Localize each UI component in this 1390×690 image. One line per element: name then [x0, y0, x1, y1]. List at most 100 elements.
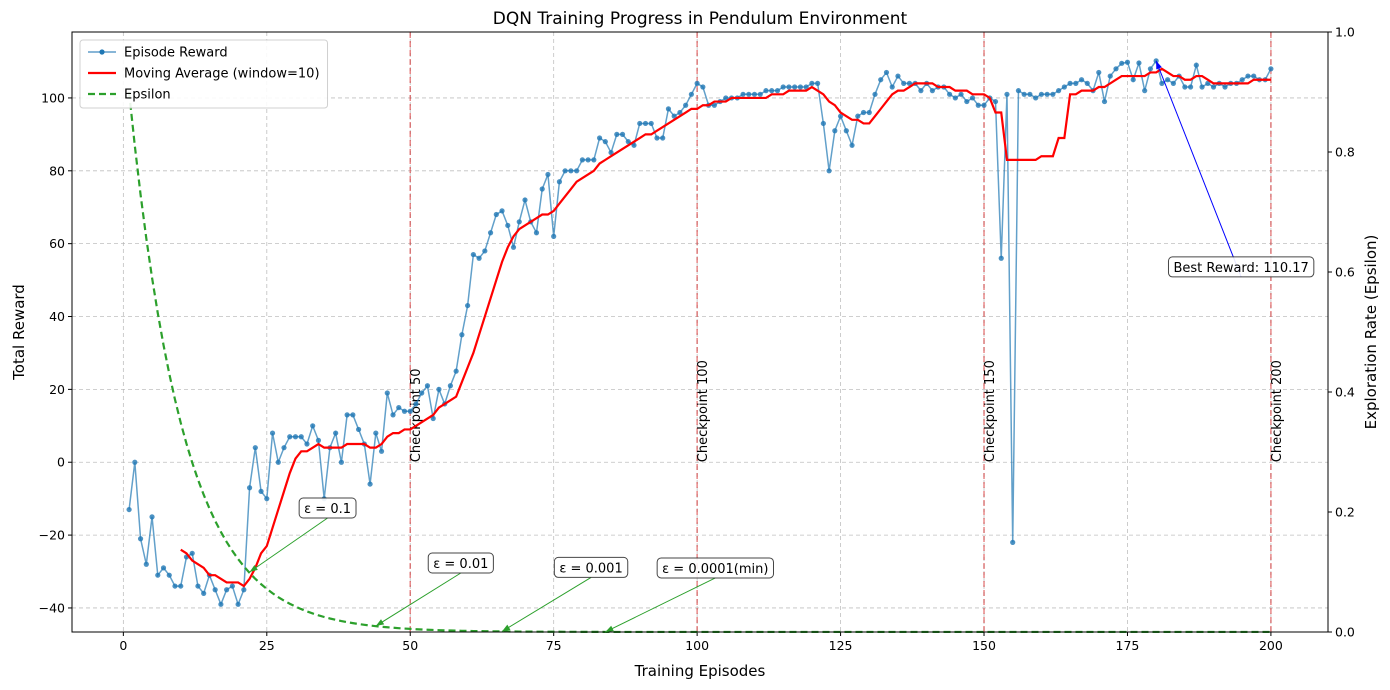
annotation-text: ε = 0.001: [559, 561, 622, 576]
data-point: [143, 561, 149, 567]
data-point: [459, 332, 465, 338]
data-point: [792, 84, 798, 90]
data-point: [505, 222, 511, 229]
data-point: [310, 423, 316, 429]
data-point: [723, 95, 729, 101]
data-point: [465, 302, 471, 309]
y-tick-label: −20: [39, 528, 65, 543]
data-point: [430, 415, 436, 422]
data-point: [401, 408, 408, 414]
data-point: [1165, 77, 1171, 83]
data-point: [1239, 77, 1245, 83]
data-point: [516, 219, 522, 225]
data-point: [815, 80, 821, 86]
data-point: [1033, 95, 1039, 101]
data-point: [556, 179, 563, 185]
data-point: [619, 131, 626, 137]
arrow-head: [249, 564, 258, 572]
annotation-box: [553, 556, 629, 578]
x-tick-label: 50: [402, 638, 418, 653]
data-point: [906, 80, 913, 86]
data-point: [264, 496, 270, 502]
data-point: [212, 587, 218, 593]
data-point: [969, 95, 976, 101]
data-point: [631, 142, 637, 148]
data-point: [533, 230, 540, 236]
data-point: [596, 135, 603, 141]
data-point: [229, 583, 235, 589]
x-tick-label: 25: [259, 638, 275, 653]
data-point: [608, 149, 614, 156]
data-point: [992, 98, 999, 105]
data-point: [952, 95, 958, 101]
data-point: [252, 445, 258, 451]
data-point: [269, 430, 276, 436]
data-point: [614, 131, 620, 137]
y-tick-label: 40: [49, 309, 65, 324]
data-point: [160, 565, 167, 571]
data-point: [1015, 88, 1022, 94]
checkpoint-label: Checkpoint 200: [1270, 360, 1285, 462]
data-point: [1142, 88, 1148, 94]
data-point: [803, 84, 809, 90]
y-tick-label: 20: [49, 382, 65, 397]
data-point: [384, 390, 390, 396]
data-point: [137, 536, 144, 542]
data-point: [1182, 84, 1188, 90]
data-point: [470, 251, 476, 258]
data-point: [1078, 77, 1085, 83]
data-point: [602, 139, 608, 145]
data-point: [665, 106, 672, 112]
data-point: [700, 84, 706, 90]
data-point: [671, 113, 677, 119]
data-point: [1119, 60, 1125, 66]
annotation-text: Best Reward: 110.17: [1173, 261, 1308, 276]
data-point: [746, 91, 752, 97]
data-point: [367, 481, 373, 487]
data-point: [356, 426, 362, 433]
data-point: [189, 550, 195, 556]
data-point: [780, 84, 786, 90]
data-point: [1107, 73, 1113, 79]
x-tick-label: 125: [829, 638, 853, 653]
data-point: [246, 485, 253, 491]
data-point: [1044, 91, 1050, 97]
data-point: [201, 590, 207, 596]
data-point: [683, 102, 689, 108]
data-point: [809, 80, 815, 86]
data-point: [178, 583, 184, 589]
data-point: [378, 448, 385, 454]
data-point: [1010, 539, 1016, 545]
data-point: [1050, 91, 1056, 97]
data-point: [292, 434, 299, 440]
data-point: [1113, 66, 1119, 72]
data-point: [155, 572, 161, 578]
data-point: [275, 459, 281, 465]
data-point: [344, 412, 350, 418]
data-point: [493, 211, 499, 218]
data-point: [545, 171, 551, 178]
data-point: [424, 383, 431, 389]
checkpoint-label: Checkpoint 50: [409, 368, 424, 462]
data-point: [1124, 59, 1131, 65]
data-point: [568, 168, 574, 174]
data-point: [487, 230, 494, 236]
chart-title: DQN Training Progress in Pendulum Enviro…: [493, 9, 908, 29]
data-point: [820, 120, 826, 127]
data-point: [350, 412, 356, 418]
data-point: [757, 91, 763, 97]
data-point: [539, 186, 545, 192]
data-point: [797, 84, 804, 90]
y2-tick-label: 0.4: [1335, 385, 1355, 400]
data-point: [642, 120, 649, 127]
data-point: [419, 390, 425, 396]
checkpoint-label: Checkpoint 150: [983, 360, 998, 462]
y2-tick-label: 1.0: [1335, 25, 1355, 40]
data-point: [1159, 80, 1165, 86]
data-point: [413, 401, 419, 407]
y-tick-label: −40: [39, 600, 65, 615]
x-tick-label: 0: [119, 638, 127, 653]
data-point: [740, 91, 746, 97]
data-point: [1096, 69, 1102, 76]
data-point: [637, 120, 643, 127]
